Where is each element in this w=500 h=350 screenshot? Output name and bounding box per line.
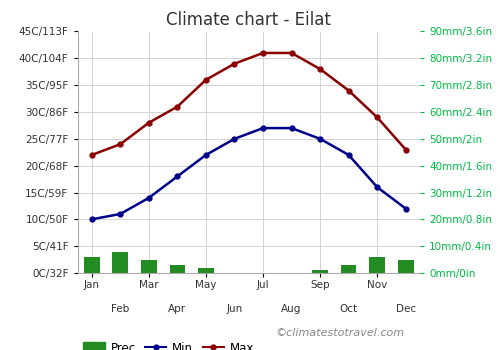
- Text: Oct: Oct: [340, 303, 357, 314]
- Text: Dec: Dec: [396, 303, 416, 314]
- Text: Feb: Feb: [111, 303, 130, 314]
- Bar: [112, 252, 128, 273]
- Bar: [398, 260, 413, 273]
- Bar: [141, 260, 156, 273]
- Text: ©climatestotravel.com: ©climatestotravel.com: [275, 328, 404, 338]
- Bar: [84, 257, 100, 273]
- Text: Apr: Apr: [168, 303, 186, 314]
- Bar: [170, 265, 185, 273]
- Title: Climate chart - Eilat: Climate chart - Eilat: [166, 10, 331, 29]
- Bar: [341, 265, 356, 273]
- Legend: Prec, Min, Max: Prec, Min, Max: [84, 342, 254, 350]
- Bar: [312, 270, 328, 273]
- Text: Aug: Aug: [282, 303, 302, 314]
- Text: Jun: Jun: [226, 303, 242, 314]
- Bar: [198, 268, 214, 273]
- Bar: [370, 257, 385, 273]
